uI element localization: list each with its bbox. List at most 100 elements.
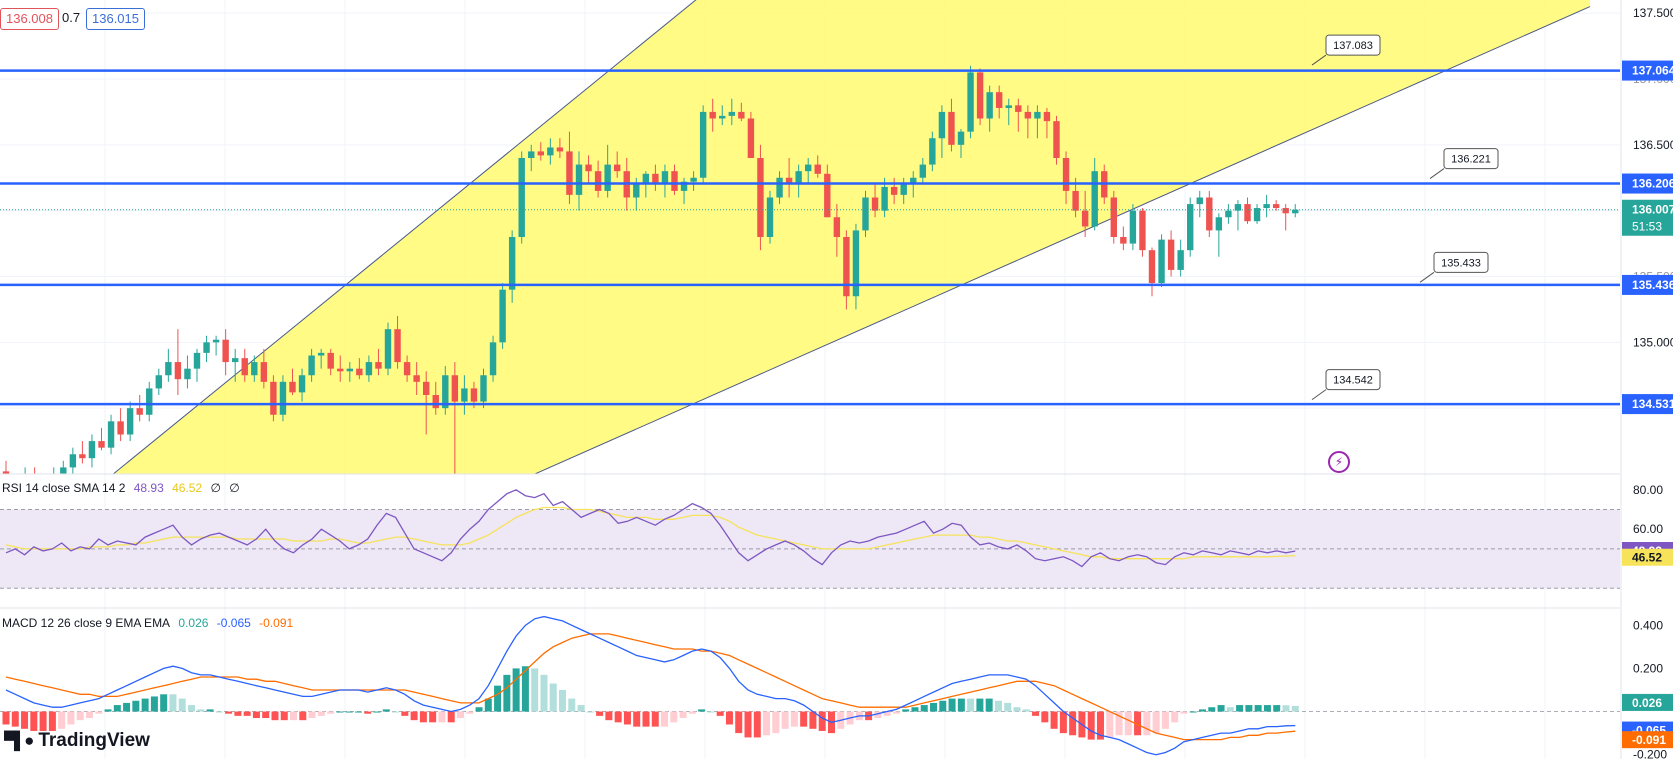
candle-body <box>117 421 124 435</box>
candle-body <box>508 237 516 290</box>
macd-histogram-bar <box>95 711 103 714</box>
macd-histogram-bar <box>1161 711 1169 729</box>
candle-body <box>451 375 459 402</box>
price-axis[interactable]: 137.500136.500135.000137.000135.500137.0… <box>1622 6 1673 759</box>
macd-histogram-bar <box>104 709 112 712</box>
macd-histogram-bar <box>484 698 492 712</box>
candle-body <box>738 111 745 119</box>
macd-histogram-bar <box>1004 702 1012 712</box>
candle-body <box>814 164 821 174</box>
candle-body <box>881 186 888 211</box>
candle-body <box>919 164 926 178</box>
lightning-icon[interactable]: ⚡ <box>1328 451 1350 473</box>
macd-histogram-bar <box>939 700 947 712</box>
macd-histogram-bar <box>1291 705 1299 712</box>
candle-body <box>967 72 974 132</box>
candle-body <box>394 329 401 363</box>
candle-body <box>785 177 793 185</box>
macd-histogram-bar <box>234 711 242 716</box>
candle-body <box>442 375 449 409</box>
macd-histogram-bar <box>1236 705 1244 712</box>
candle-body <box>1129 210 1137 244</box>
current-price-box <box>1622 199 1673 236</box>
tradingview-logo[interactable]: ▀▌● TradingView <box>4 730 150 752</box>
macd-hist-text: 0.026 <box>1632 696 1662 710</box>
candle-body <box>719 115 726 119</box>
buy-price-button[interactable]: 136.015 <box>86 8 145 30</box>
candle-body <box>996 92 1003 108</box>
candle-body <box>871 197 879 211</box>
candle-body <box>184 368 191 380</box>
candle-body <box>614 164 621 172</box>
candle-body <box>976 72 984 119</box>
candle-body <box>88 441 96 459</box>
horizontal-levels[interactable] <box>0 69 1620 406</box>
rsi-legend-extra1: ∅ <box>210 481 221 495</box>
macd-histogram-bar <box>735 711 743 734</box>
current-price-text: 136.007 <box>1632 203 1673 217</box>
macd-histogram-bar <box>215 711 223 713</box>
macd-histogram-bar <box>317 711 325 716</box>
callout-box <box>1433 251 1489 273</box>
candle-body <box>499 289 506 343</box>
candle-body <box>346 368 353 372</box>
candle-body <box>1292 209 1299 214</box>
macd-histogram-bar <box>568 698 576 712</box>
callout-label: 136.221 <box>1451 154 1491 166</box>
macd-histogram-bar <box>475 707 483 712</box>
macd-histogram-bar <box>540 674 548 712</box>
macd-histogram-bar <box>160 694 168 712</box>
candle-body <box>1072 190 1079 211</box>
macd-histogram-bar <box>531 668 539 712</box>
rsi-legend-extra2: ∅ <box>229 481 240 495</box>
price-label-box <box>1622 394 1673 415</box>
macd-histogram-bar <box>30 711 38 731</box>
candle-body <box>699 111 707 178</box>
macd-histogram-bar <box>800 711 808 727</box>
macd-histogram-bar <box>1124 711 1132 736</box>
price-channel <box>113 0 1590 474</box>
macd-histogram-bar <box>39 711 47 731</box>
candle-body <box>528 151 535 158</box>
macd-histogram-bar <box>1032 711 1040 716</box>
rsi-band <box>0 509 1620 589</box>
sell-price-button[interactable]: 136.008 <box>0 8 59 30</box>
macd-histogram-bar <box>1087 711 1095 740</box>
candle-body <box>1187 204 1194 251</box>
candle-body <box>203 342 210 353</box>
macd-histogram-bar <box>206 709 214 712</box>
candle-body <box>98 441 105 448</box>
macd-histogram-bar <box>1059 711 1067 734</box>
macd-histogram-bar <box>243 711 251 716</box>
candle-body <box>480 375 487 402</box>
candle-body <box>289 381 296 393</box>
macd-histogram-bar <box>586 711 594 713</box>
candle-body <box>594 171 602 191</box>
rsi-line <box>5 489 1296 568</box>
rsi-legend[interactable]: RSI 14 close SMA 14 2 48.93 46.52 ∅ ∅ <box>2 481 245 495</box>
macd-histogram-bar <box>1152 711 1160 734</box>
rsi-legend-label: RSI 14 close SMA 14 2 <box>2 481 126 495</box>
candle-body <box>795 171 802 185</box>
candle-body <box>843 237 850 297</box>
macd-histogram-bar <box>753 711 761 738</box>
macd-histogram-bar <box>85 711 93 719</box>
macd-histogram-bar <box>1013 707 1021 712</box>
candle-body <box>270 381 277 415</box>
candle-body <box>957 131 965 145</box>
macd-histogram-bar <box>892 711 900 714</box>
candle-body <box>222 339 229 363</box>
macd-legend[interactable]: MACD 12 26 close 9 EMA EMA 0.026 -0.065 … <box>2 616 298 630</box>
candle-body <box>298 375 306 393</box>
macd-histogram-bar <box>345 711 353 713</box>
macd-histogram-bar <box>1263 705 1271 712</box>
macd-histogram-bar <box>1198 709 1206 712</box>
macd-histogram-bar <box>1050 711 1058 729</box>
macd-histogram-bar <box>902 709 910 712</box>
candle-body <box>824 173 831 218</box>
macd-histogram-bar <box>651 711 659 727</box>
candle-body <box>852 230 860 297</box>
macd-histogram-bar <box>1096 711 1104 740</box>
candle-body <box>1034 111 1041 119</box>
